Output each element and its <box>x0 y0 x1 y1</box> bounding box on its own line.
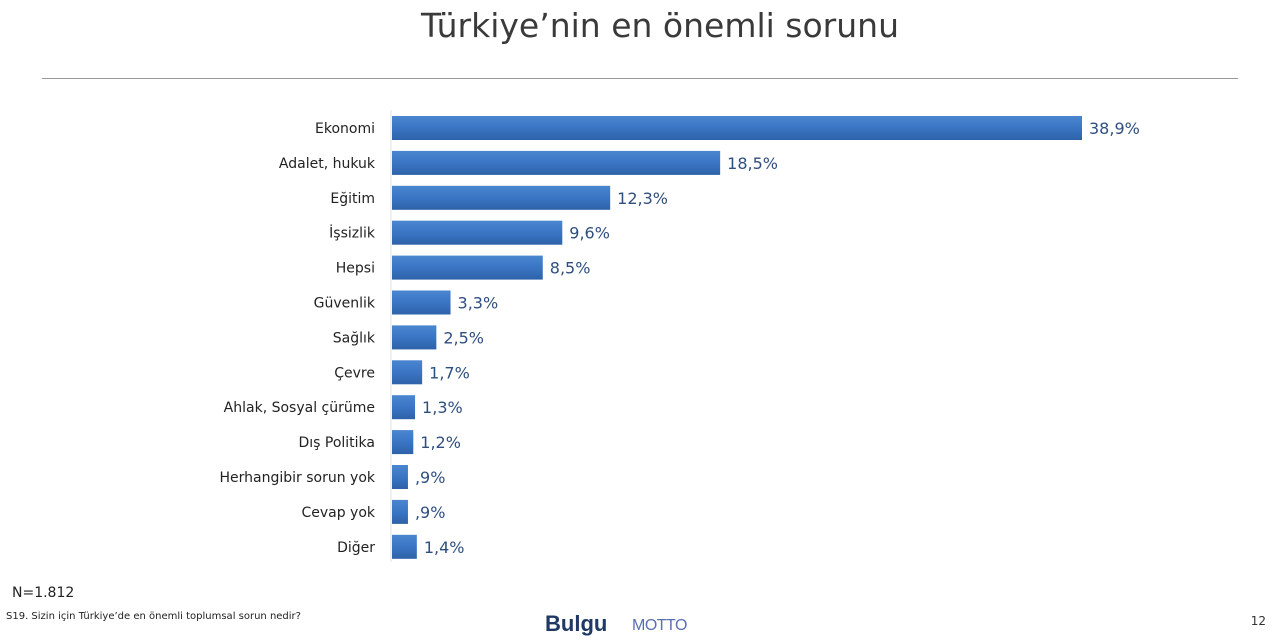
category-label: Eğitim <box>330 191 375 207</box>
bar-5 <box>392 290 451 315</box>
data-label: 1,4% <box>424 538 465 557</box>
category-label: Dış Politika <box>298 435 375 451</box>
data-label: ,9% <box>415 503 445 522</box>
data-label: 12,3% <box>617 189 668 208</box>
data-label: 2,5% <box>443 328 484 347</box>
category-label: İşsizlik <box>329 224 376 242</box>
sample-size: N=1.812 <box>12 585 75 601</box>
data-label: 38,9% <box>1089 119 1140 138</box>
data-label: 1,3% <box>422 398 463 417</box>
bar-0 <box>392 116 1082 140</box>
category-label: Güvenlik <box>314 296 376 312</box>
data-label: 8,5% <box>550 259 591 278</box>
bar-9 <box>392 430 414 455</box>
category-label: Sağlık <box>333 330 376 346</box>
category-label: Diğer <box>337 540 375 556</box>
motto-logo: MOTTO <box>632 617 687 634</box>
data-label: ,9% <box>415 468 445 487</box>
data-label: 3,3% <box>458 294 499 313</box>
bar-6 <box>392 325 437 350</box>
category-label: Ekonomi <box>315 121 375 137</box>
category-label: Hepsi <box>336 261 375 277</box>
data-label: 1,7% <box>429 363 470 382</box>
data-label: 9,6% <box>569 224 610 243</box>
survey-question: S19. Sizin için Türkiye’de en önemli top… <box>6 611 301 622</box>
bar-10 <box>392 465 408 489</box>
bar-3 <box>392 220 563 245</box>
category-label: Cevap yok <box>301 505 375 521</box>
page-number: 12 <box>1250 614 1266 628</box>
bar-chart: Ekonomi 38,9% Adalet, hukuk 18,5% Eğitim 12,3… <box>219 110 1140 562</box>
title-divider <box>42 78 1238 79</box>
category-label: Ahlak, Sosyal çürüme <box>224 400 375 416</box>
bar-8 <box>392 395 416 420</box>
data-label: 18,5% <box>727 154 778 173</box>
chart-title: Türkiye’nin en önemli sorunu <box>421 6 899 45</box>
category-label: Adalet, hukuk <box>279 156 376 172</box>
category-label: Çevre <box>334 365 375 381</box>
bar-4 <box>392 255 543 280</box>
bar-11 <box>392 499 408 524</box>
bulgu-logo: Bulgu <box>545 611 608 636</box>
category-label: Herhangibir sorun yok <box>219 470 375 486</box>
bar-1 <box>392 150 721 175</box>
bar-2 <box>392 185 611 210</box>
data-label: 1,2% <box>420 433 461 452</box>
bar-7 <box>392 360 423 385</box>
bar-12 <box>392 534 417 559</box>
